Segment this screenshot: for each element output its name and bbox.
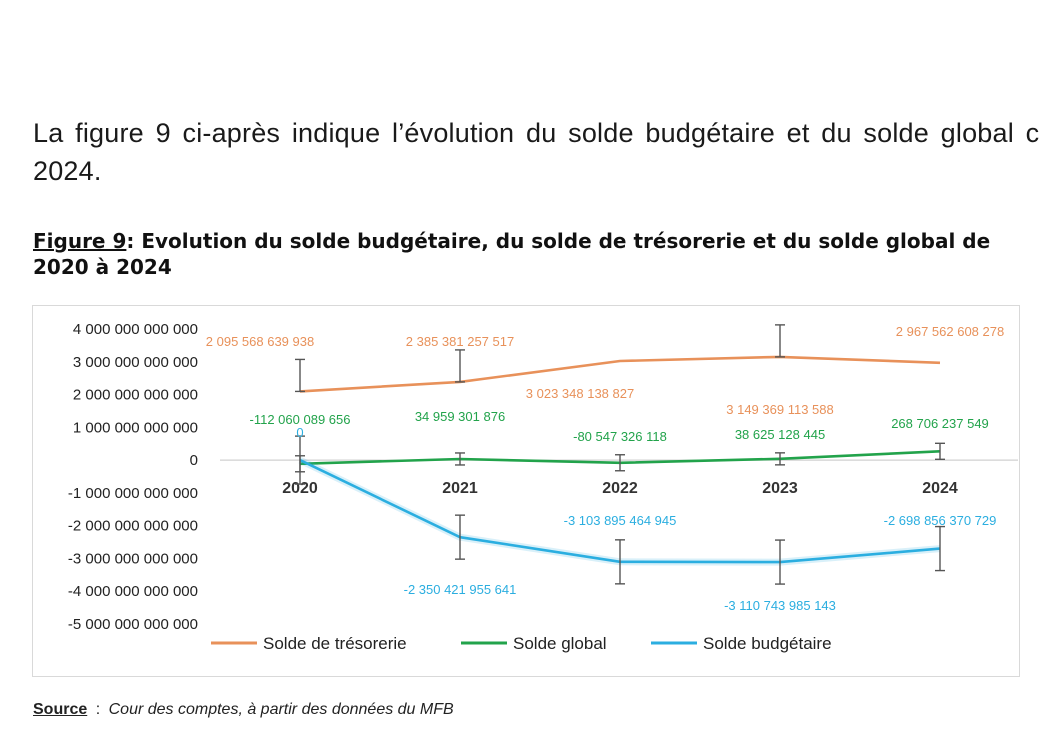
y-tick-label: 0 — [190, 452, 198, 469]
data-label-tresorerie: 2 967 562 608 278 — [896, 324, 1004, 339]
line-chart: 4 000 000 000 000 3 000 000 000 000 2 000 … — [68, 321, 1018, 653]
y-tick-label: 2 000 000 000 000 — [73, 387, 198, 404]
data-label-tresorerie: 2 095 568 639 938 — [206, 334, 314, 349]
y-tick-label: -3 000 000 000 000 — [68, 550, 198, 567]
legend-item-budgetaire: Solde budgétaire — [703, 634, 832, 653]
line-solde-tresorerie — [299, 355, 941, 393]
source-text: Cour des comptes, à partir des données d… — [108, 701, 454, 718]
y-tick-label: 4 000 000 000 000 — [73, 321, 198, 338]
x-tick-label: 2022 — [602, 480, 638, 497]
intro-line-2: 2024. — [33, 156, 102, 186]
figure-label: Figure 9 — [33, 229, 127, 253]
figure-title: Figure 9: Evolution du solde budgétaire,… — [33, 228, 1023, 280]
y-tick-label: -5 000 000 000 000 — [68, 616, 198, 633]
data-label-global: 268 706 237 549 — [891, 416, 989, 431]
data-label-global: 34 959 301 876 — [415, 409, 505, 424]
legend-item-tresorerie: Solde de trésorerie — [263, 634, 407, 653]
intro-line-1: La figure 9 ci-après indique l’évolution… — [33, 118, 1040, 148]
y-tick-label: -4 000 000 000 000 — [68, 583, 198, 600]
source-label: Source — [33, 701, 88, 718]
data-label-global: -112 060 089 656 — [250, 412, 351, 427]
x-tick-label: 2023 — [762, 480, 798, 497]
data-label-tresorerie: 3 149 369 113 588 — [726, 402, 833, 417]
y-tick-label: -2 000 000 000 000 — [68, 518, 198, 535]
data-label-global: -80 547 326 118 — [573, 429, 667, 444]
chart-container: 4 000 000 000 000 3 000 000 000 000 2 000 … — [32, 305, 1020, 677]
data-label-tresorerie: 3 023 348 138 827 — [526, 386, 634, 401]
data-label-budgetaire: -3 110 743 985 143 — [724, 598, 836, 613]
y-tick-label: -1 000 000 000 000 — [68, 485, 198, 502]
x-tick-label: 2021 — [442, 480, 478, 497]
x-tick-label: 2024 — [922, 480, 958, 497]
data-label-global: 38 625 128 445 — [735, 427, 825, 442]
data-label-budgetaire: 0 — [296, 425, 303, 440]
y-tick-label: 1 000 000 000 000 — [73, 419, 198, 436]
figure-title-text: : Evolution du solde budgétaire, du sold… — [33, 229, 991, 279]
data-label-tresorerie: 2 385 381 257 517 — [406, 334, 514, 349]
legend-item-global: Solde global — [513, 634, 607, 653]
x-tick-label: 2020 — [282, 480, 318, 497]
y-tick-label: 3 000 000 000 000 — [73, 354, 198, 371]
data-label-budgetaire: -2 698 856 370 729 — [884, 513, 997, 528]
source-note: Source : Cour des comptes, à partir des … — [33, 701, 454, 719]
intro-paragraph: La figure 9 ci-après indique l’évolution… — [33, 114, 1045, 190]
data-label-budgetaire: -3 103 895 464 945 — [564, 513, 677, 528]
data-label-budgetaire: -2 350 421 955 641 — [404, 582, 517, 597]
source-separator: : — [95, 701, 101, 718]
